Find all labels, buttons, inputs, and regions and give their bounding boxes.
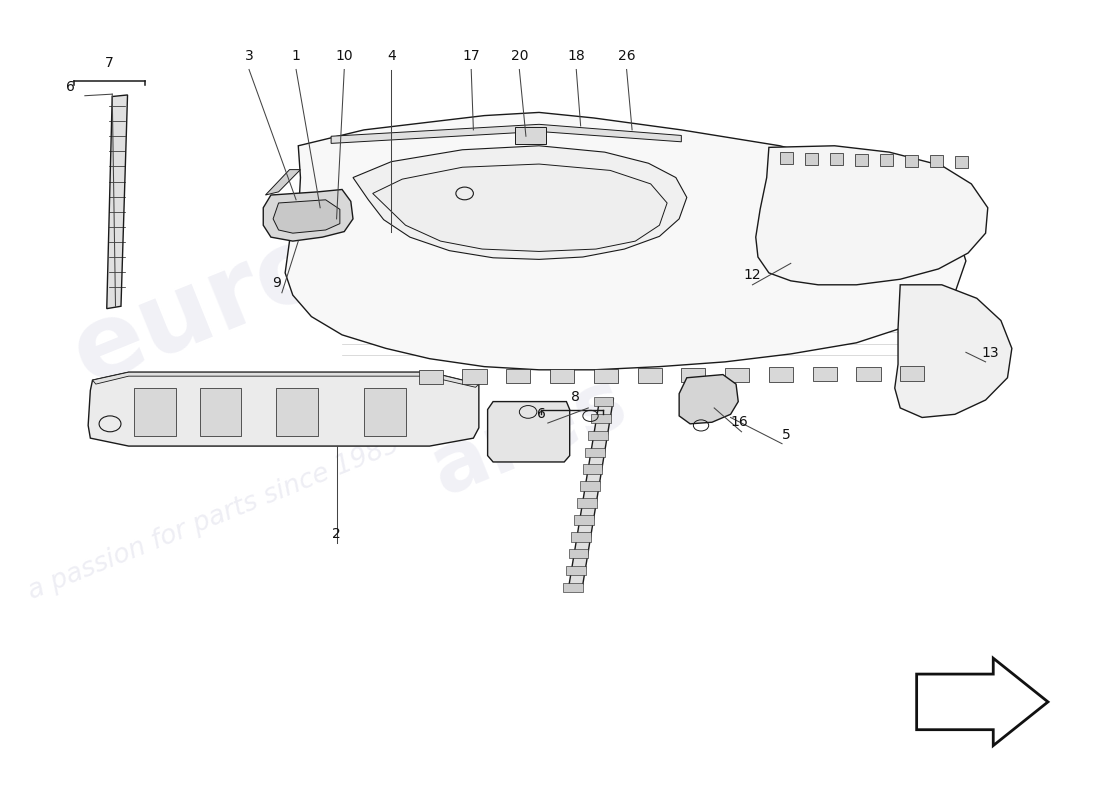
Bar: [585, 447, 605, 457]
Polygon shape: [550, 369, 574, 383]
Polygon shape: [780, 152, 793, 164]
Polygon shape: [273, 200, 340, 233]
Text: 18: 18: [568, 49, 585, 63]
Text: 3: 3: [244, 49, 253, 63]
Bar: [569, 549, 589, 558]
Polygon shape: [263, 190, 353, 241]
Text: 5: 5: [782, 428, 791, 442]
Text: 17: 17: [462, 49, 480, 63]
Text: 16: 16: [730, 415, 748, 430]
Polygon shape: [681, 368, 705, 382]
Bar: [200, 388, 241, 436]
Polygon shape: [487, 402, 570, 462]
Polygon shape: [930, 155, 943, 167]
Polygon shape: [805, 153, 818, 165]
Text: eurosp: eurosp: [57, 161, 470, 406]
Bar: [578, 498, 597, 508]
Polygon shape: [285, 113, 966, 370]
Polygon shape: [905, 155, 918, 166]
Polygon shape: [353, 146, 686, 259]
Polygon shape: [725, 367, 749, 382]
Polygon shape: [955, 156, 968, 168]
Bar: [588, 430, 608, 440]
Bar: [364, 388, 406, 436]
Polygon shape: [900, 366, 924, 381]
Polygon shape: [857, 366, 880, 381]
Bar: [583, 465, 603, 474]
Text: 26: 26: [618, 49, 636, 63]
Text: 2: 2: [332, 527, 341, 542]
Text: ares: ares: [419, 361, 638, 512]
Polygon shape: [855, 154, 868, 166]
Polygon shape: [506, 369, 530, 383]
Polygon shape: [462, 370, 486, 384]
Bar: [580, 482, 600, 491]
Polygon shape: [594, 369, 618, 383]
Polygon shape: [419, 370, 442, 384]
Bar: [134, 388, 176, 436]
Text: 12: 12: [744, 269, 761, 282]
Text: 9: 9: [272, 276, 280, 290]
Text: 6: 6: [66, 80, 75, 94]
Polygon shape: [331, 124, 681, 143]
Text: 20: 20: [510, 49, 528, 63]
Text: 1: 1: [292, 49, 300, 63]
Bar: [515, 126, 546, 144]
Polygon shape: [265, 170, 300, 195]
Polygon shape: [679, 374, 738, 424]
Text: 4: 4: [387, 49, 396, 63]
Bar: [563, 582, 583, 592]
Polygon shape: [829, 154, 843, 165]
Text: 13: 13: [981, 346, 999, 360]
Bar: [572, 532, 591, 542]
Polygon shape: [916, 658, 1048, 746]
Polygon shape: [92, 372, 478, 387]
Text: 6: 6: [537, 407, 546, 422]
Bar: [276, 388, 318, 436]
Polygon shape: [880, 154, 893, 166]
Text: a passion for parts since 1985: a passion for parts since 1985: [24, 431, 404, 605]
Polygon shape: [894, 285, 1012, 418]
Bar: [594, 397, 614, 406]
Polygon shape: [569, 398, 614, 587]
Polygon shape: [373, 164, 667, 251]
Polygon shape: [88, 372, 478, 446]
Polygon shape: [813, 367, 837, 382]
Polygon shape: [769, 367, 793, 382]
Polygon shape: [107, 95, 128, 309]
Text: 10: 10: [336, 49, 353, 63]
Text: 8: 8: [571, 390, 580, 404]
Polygon shape: [756, 146, 988, 285]
Polygon shape: [638, 368, 661, 382]
Bar: [591, 414, 611, 423]
Bar: [565, 566, 585, 575]
Bar: [574, 515, 594, 525]
Text: 7: 7: [104, 55, 113, 70]
